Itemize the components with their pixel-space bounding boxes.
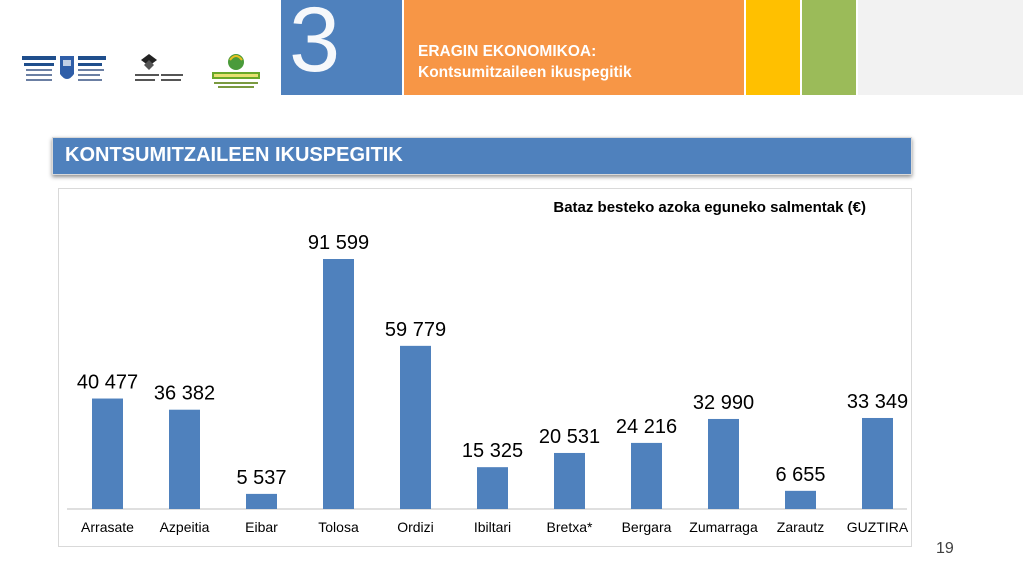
bar-guztira: [862, 417, 893, 509]
bar-ordizi: [400, 345, 431, 509]
category-label: Eibar: [245, 519, 278, 535]
landaola-logo: [212, 54, 260, 88]
bars-group: [92, 259, 893, 509]
value-label: 32 990: [693, 392, 754, 414]
chart-frame: Bataz besteko azoka eguneko salmentak (€…: [58, 188, 912, 547]
grey-block: [858, 0, 1023, 95]
bar-tolosa: [323, 259, 354, 509]
bar-azpeitia: [169, 409, 200, 509]
value-label: 6 655: [775, 464, 825, 486]
category-labels-group: Arrasate Azpeitia Eibar Tolosa Ordizi Ibiltar…: [81, 519, 909, 535]
value-label: 15 325: [462, 440, 523, 462]
value-label: 59 779: [385, 319, 446, 341]
category-label: Tolosa: [318, 519, 359, 535]
section-title-block: ERAGIN EKONOMIKOA: Kontsumitzaileen ikus…: [404, 0, 744, 95]
value-labels-group: 40 477 36 382 5 537 91 599 59 779 15 325 20 53…: [77, 232, 908, 489]
value-label: 24 216: [616, 416, 677, 438]
section-number: 3: [289, 0, 341, 91]
category-label: Ibiltari: [474, 519, 511, 535]
green-block: [802, 0, 856, 95]
banner-title: KONTSUMITZAILEEN IKUSPEGITIK: [65, 144, 403, 166]
bar-bretxa: [554, 452, 585, 509]
logo-zone: [0, 0, 280, 95]
bar-bergara: [631, 442, 662, 509]
section-banner: KONTSUMITZAILEEN IKUSPEGITIK: [52, 137, 912, 175]
page-number: 19: [936, 540, 954, 557]
bar-eibar: [246, 493, 277, 509]
chart-title: Bataz besteko azoka eguneko salmentak (€…: [553, 199, 866, 216]
header-bar: 3 ERAGIN EKONOMIKOA: Kontsumitzaileen ik…: [0, 0, 1023, 95]
value-label: 33 349: [847, 391, 908, 413]
section-title: ERAGIN EKONOMIKOA: Kontsumitzaileen ikus…: [418, 41, 632, 83]
section-number-block: 3: [281, 0, 402, 95]
category-label: Zarautz: [777, 519, 824, 535]
section-title-line2: Kontsumitzaileen ikuspegitik: [418, 64, 632, 81]
category-label: Arrasate: [81, 519, 134, 535]
bar-chart: Bataz besteko azoka eguneko salmentak (€…: [67, 199, 909, 535]
bar-arrasate: [92, 398, 123, 509]
category-label: Azpeitia: [160, 519, 210, 535]
category-label: Zumarraga: [689, 519, 758, 535]
section-title-line1: ERAGIN EKONOMIKOA:: [418, 43, 597, 60]
category-label: GUZTIRA: [847, 519, 909, 535]
value-label: 20 531: [539, 426, 600, 448]
gipuzkoa-foru-aldundia-logo: [22, 56, 106, 81]
value-label: 36 382: [154, 383, 215, 405]
value-label: 5 537: [236, 467, 286, 489]
category-label: Bretxa*: [547, 519, 593, 535]
category-label: Ordizi: [397, 519, 434, 535]
category-label: Bergara: [622, 519, 672, 535]
bar-zumarraga: [708, 418, 739, 509]
yellow-block: [746, 0, 800, 95]
value-label: 40 477: [77, 372, 138, 394]
upv-ehu-logo: [135, 54, 183, 81]
bar-zarautz: [785, 490, 816, 509]
value-label: 91 599: [308, 232, 369, 254]
bar-ibiltari: [477, 467, 508, 509]
